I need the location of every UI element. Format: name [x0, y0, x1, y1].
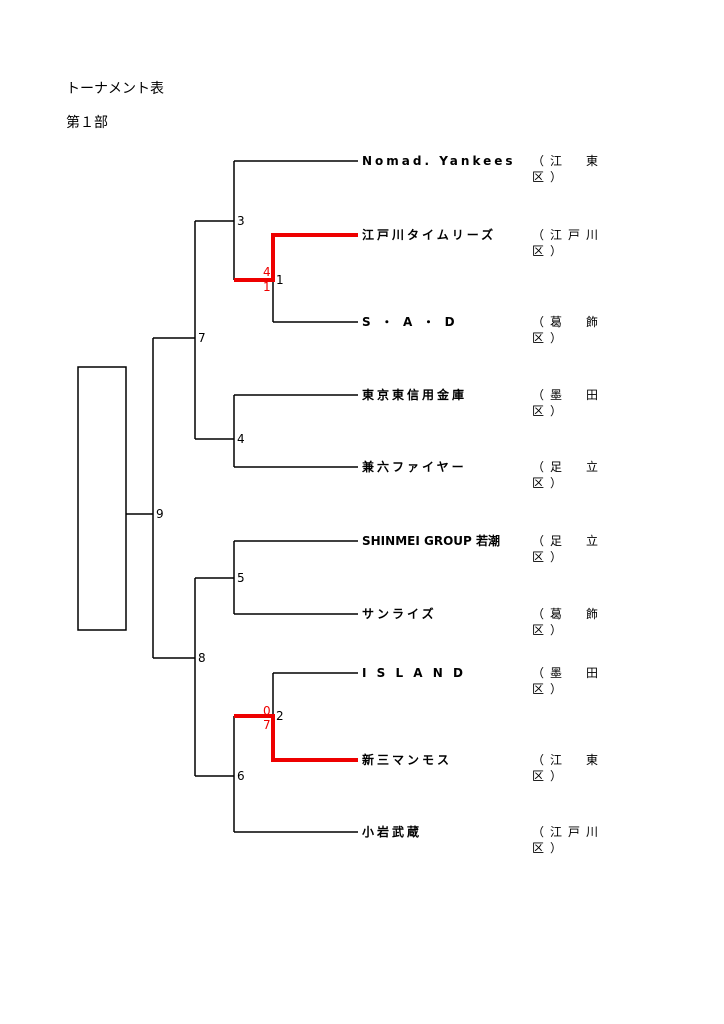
team-row: S ・ A ・ D （葛 飾 区）	[362, 314, 634, 345]
team-row: 東京東信用金庫 （墨 田 区）	[362, 387, 634, 418]
team-ward: （江 東 区）	[532, 154, 605, 184]
team-ward: （足 立 区）	[532, 534, 605, 564]
score-match-1-winner: 4	[263, 265, 271, 279]
match-number: 3	[237, 214, 245, 228]
match-number: 1	[276, 273, 284, 287]
match-number: 2	[276, 709, 284, 723]
team-ward: （江 東 区）	[532, 753, 605, 783]
team-row: 兼六ファイヤー （足 立 区）	[362, 459, 634, 490]
team-row: サンライズ （葛 飾 区）	[362, 606, 634, 637]
team-name: サンライズ	[362, 607, 437, 621]
winner-path-match-1	[234, 233, 358, 282]
team-name: 東京東信用金庫	[362, 388, 468, 402]
team-ward: （葛 飾 区）	[532, 607, 605, 637]
match-number: 5	[237, 571, 245, 585]
team-row: Nomad. Yankees （江 東 区）	[362, 153, 634, 184]
winner-path-match-2	[234, 714, 358, 762]
team-row: 江戸川タイムリーズ （江戸川 区）	[362, 227, 634, 258]
match-number: 4	[237, 432, 245, 446]
score-match-2-winner: 7	[263, 718, 271, 732]
team-name: 江戸川タイムリーズ	[362, 228, 497, 242]
score-match-1-loser: 1	[263, 280, 271, 294]
match-number: 8	[198, 651, 206, 665]
team-ward: （足 立 区）	[532, 460, 605, 490]
team-row: 新三マンモス （江 東 区）	[362, 752, 634, 783]
team-name: 新三マンモス	[362, 753, 453, 767]
team-name: 兼六ファイヤー	[362, 460, 467, 474]
team-name: 小岩武蔵	[362, 825, 423, 839]
team-name: Nomad. Yankees	[362, 154, 516, 168]
match-number: 7	[198, 331, 206, 345]
team-ward: （墨 田 区）	[532, 388, 605, 418]
team-ward: （江戸川 区）	[532, 228, 605, 258]
match-number: 9	[156, 507, 164, 521]
team-name: I S L A N D	[362, 666, 466, 680]
team-row: 小岩武蔵 （江戸川 区）	[362, 824, 634, 855]
team-ward: （墨 田 区）	[532, 666, 605, 696]
champion-box	[77, 366, 127, 631]
team-row: SHINMEI GROUP 若潮 （足 立 区）	[362, 533, 634, 564]
team-row: I S L A N D （墨 田 区）	[362, 665, 634, 696]
score-match-2-loser: 0	[263, 704, 271, 718]
team-ward: （江戸川 区）	[532, 825, 605, 855]
match-number: 6	[237, 769, 245, 783]
page-title: トーナメント表	[66, 81, 164, 97]
team-name: S ・ A ・ D	[362, 315, 458, 329]
division-label: 第１部	[66, 115, 108, 131]
team-name: SHINMEI GROUP 若潮	[362, 534, 500, 548]
team-ward: （葛 飾 区）	[532, 315, 605, 345]
